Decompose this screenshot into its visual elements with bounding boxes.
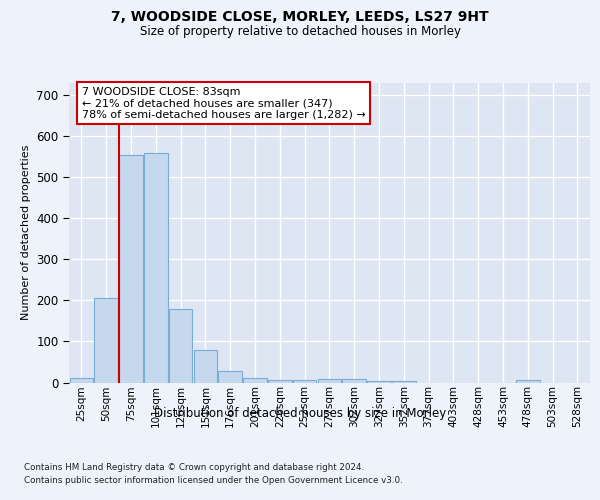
Bar xyxy=(144,153,167,382)
Bar xyxy=(268,380,292,382)
Bar xyxy=(343,379,366,382)
Bar xyxy=(119,155,143,382)
Bar xyxy=(317,379,341,382)
Text: Distribution of detached houses by size in Morley: Distribution of detached houses by size … xyxy=(154,408,446,420)
Text: 7 WOODSIDE CLOSE: 83sqm
← 21% of detached houses are smaller (347)
78% of semi-d: 7 WOODSIDE CLOSE: 83sqm ← 21% of detache… xyxy=(82,86,365,120)
Bar xyxy=(293,380,316,382)
Text: 7, WOODSIDE CLOSE, MORLEY, LEEDS, LS27 9HT: 7, WOODSIDE CLOSE, MORLEY, LEEDS, LS27 9… xyxy=(111,10,489,24)
Text: Contains public sector information licensed under the Open Government Licence v3: Contains public sector information licen… xyxy=(24,476,403,485)
Bar xyxy=(169,310,193,382)
Bar xyxy=(367,381,391,382)
Bar xyxy=(516,380,539,382)
Bar xyxy=(218,371,242,382)
Text: Size of property relative to detached houses in Morley: Size of property relative to detached ho… xyxy=(139,25,461,38)
Y-axis label: Number of detached properties: Number of detached properties xyxy=(21,145,31,320)
Bar xyxy=(70,378,93,382)
Bar xyxy=(194,350,217,382)
Text: Contains HM Land Registry data © Crown copyright and database right 2024.: Contains HM Land Registry data © Crown c… xyxy=(24,462,364,471)
Bar xyxy=(94,298,118,382)
Bar xyxy=(243,378,267,382)
